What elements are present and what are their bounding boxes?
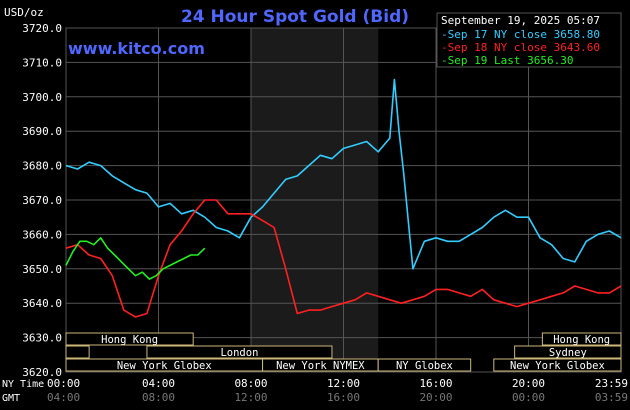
session-bar-label: New York NYMEX: [276, 360, 365, 372]
y-tick-label: 3710.0: [22, 56, 62, 69]
x-tick-label-gmt: 03:59: [595, 391, 628, 404]
session-bar: New York Globex: [493, 358, 622, 372]
session-bar-box: [65, 332, 194, 346]
x-tick-label-ny: 23:59: [595, 377, 628, 390]
session-bar-box: [65, 345, 90, 359]
legend: September 19, 2025 05:07 -Sep 17 NY clos…: [436, 12, 622, 68]
y-tick-label: 3680.0: [22, 160, 62, 173]
session-bar: Hong Kong: [65, 332, 194, 346]
gmt-label: GMT: [2, 393, 20, 404]
watermark-url: www.kitco.com: [68, 39, 205, 58]
session-bar: London: [146, 345, 333, 359]
x-tick-label-ny: 00:00: [47, 377, 80, 390]
session-bar-box: [493, 358, 622, 372]
x-tick-label-ny: 04:00: [142, 377, 175, 390]
y-tick-label: 3720.0: [22, 22, 62, 35]
y-tick-label: 3630.0: [22, 332, 62, 345]
x-tick-label-ny: 08:00: [234, 377, 267, 390]
session-bar-label: NY Globex: [396, 360, 453, 372]
y-tick-label: 3670.0: [22, 194, 62, 207]
session-bar-box: [146, 345, 333, 359]
chart-title: 24 Hour Spot Gold (Bid): [181, 7, 409, 27]
session-bar-box: [541, 332, 622, 346]
session-bar-label: London: [220, 347, 258, 359]
x-tick-label-gmt: 16:00: [327, 391, 360, 404]
x-tick-label-gmt: 20:00: [419, 391, 452, 404]
y-tick-label: 3640.0: [22, 297, 62, 310]
x-tick-label-gmt: 08:00: [142, 391, 175, 404]
x-tick-label-gmt: 04:00: [47, 391, 80, 404]
session-bar-label: Hong Kong: [553, 334, 610, 346]
legend-entry: -Sep 17 NY close 3658.80: [441, 28, 600, 41]
x-tick-label-gmt: 00:00: [512, 391, 545, 404]
session-bar-label: New York Globex: [510, 360, 605, 372]
session-bar: Sydney: [514, 345, 622, 359]
legend-entry: -Sep 19 Last 3656.30: [441, 54, 573, 67]
legend-box: [436, 12, 622, 68]
x-tick-label-ny: 16:00: [419, 377, 452, 390]
legend-entry: -Sep 18 NY close 3643.60: [441, 41, 600, 54]
y-tick-label: 3650.0: [22, 263, 62, 276]
session-bar: [65, 345, 90, 359]
session-bar: Hong Kong: [541, 332, 622, 346]
session-bar-label: Sydney: [549, 347, 587, 359]
ny-time-label: NY Time: [2, 379, 44, 390]
session-bar: NY Globex: [377, 358, 472, 372]
series-line-sep-17: [65, 78, 622, 270]
session-bar-label: New York Globex: [117, 360, 212, 372]
y-tick-label: 3690.0: [22, 125, 62, 138]
series-line-sep-18: [65, 199, 622, 318]
y-tick-label: 3660.0: [22, 228, 62, 241]
session-bar-box: [514, 345, 622, 359]
session-bar-label: Hong Kong: [101, 334, 158, 346]
series-line-sep-19: [65, 237, 206, 280]
session-bar-box: [377, 358, 472, 372]
x-tick-label-ny: 12:00: [327, 377, 360, 390]
y-tick-label: 3700.0: [22, 91, 62, 104]
session-bar: New York Globex: [65, 358, 264, 372]
x-tick-label-ny: 20:00: [512, 377, 545, 390]
legend-timestamp: September 19, 2025 05:07: [441, 14, 600, 27]
x-tick-label-gmt: 12:00: [234, 391, 267, 404]
y-tick-label: 3620.0: [22, 366, 62, 379]
y-axis-unit: USD/oz: [4, 6, 44, 19]
session-bar: New York NYMEX: [262, 358, 379, 372]
